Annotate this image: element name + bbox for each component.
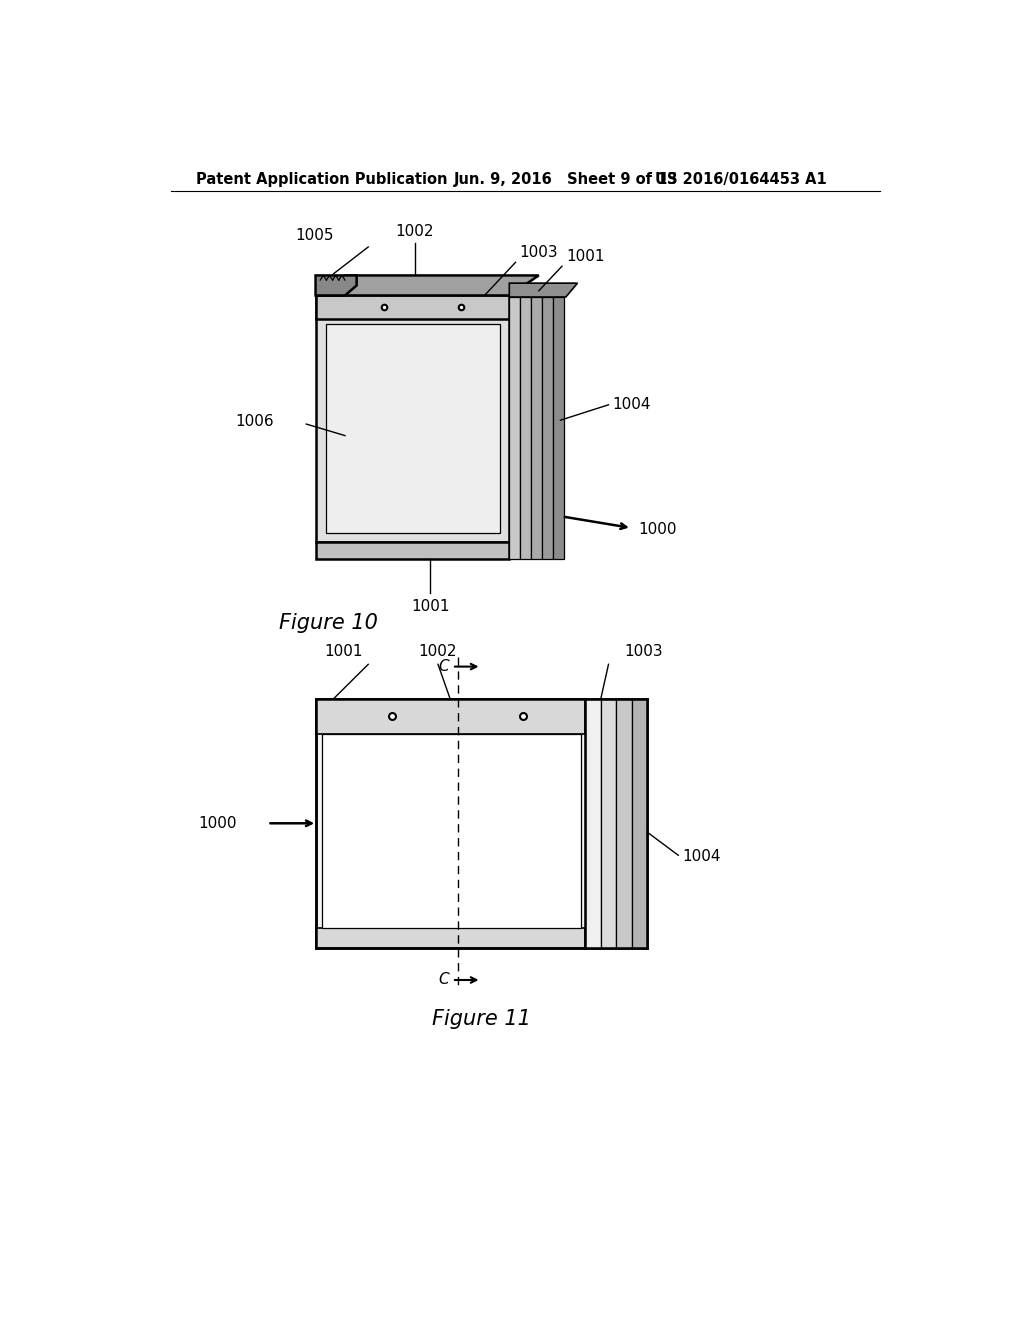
Polygon shape — [509, 284, 578, 297]
Polygon shape — [601, 700, 616, 948]
Polygon shape — [586, 700, 601, 948]
Text: 1000: 1000 — [638, 521, 677, 537]
Polygon shape — [315, 296, 509, 318]
Polygon shape — [315, 276, 539, 296]
Text: 1005: 1005 — [295, 228, 334, 243]
Text: 1001: 1001 — [566, 249, 604, 264]
Polygon shape — [315, 543, 509, 558]
Polygon shape — [315, 700, 647, 948]
Polygon shape — [553, 297, 563, 558]
Text: C: C — [438, 973, 449, 987]
Polygon shape — [315, 928, 586, 948]
Polygon shape — [542, 297, 553, 558]
Polygon shape — [616, 700, 632, 948]
Text: 1003: 1003 — [624, 644, 663, 659]
Text: Jun. 9, 2016   Sheet 9 of 13: Jun. 9, 2016 Sheet 9 of 13 — [454, 173, 678, 187]
Text: 1000: 1000 — [198, 816, 237, 830]
Text: C: C — [438, 659, 449, 675]
Text: 1002: 1002 — [419, 644, 458, 659]
Text: 1004: 1004 — [682, 849, 721, 865]
Polygon shape — [509, 297, 520, 558]
Text: Figure 11: Figure 11 — [432, 1010, 530, 1030]
Text: 1006: 1006 — [236, 414, 273, 429]
Text: 1002: 1002 — [395, 224, 434, 239]
Text: 1003: 1003 — [519, 246, 558, 260]
Polygon shape — [315, 700, 586, 734]
Text: US 2016/0164453 A1: US 2016/0164453 A1 — [655, 173, 826, 187]
Polygon shape — [531, 297, 542, 558]
Text: 1004: 1004 — [612, 397, 651, 412]
Text: 1001: 1001 — [411, 599, 450, 614]
Polygon shape — [322, 734, 582, 928]
Polygon shape — [632, 700, 647, 948]
Text: Patent Application Publication: Patent Application Publication — [197, 173, 447, 187]
Polygon shape — [520, 297, 531, 558]
Text: Figure 10: Figure 10 — [280, 612, 378, 632]
Text: 1001: 1001 — [325, 644, 362, 659]
Polygon shape — [315, 296, 509, 543]
Polygon shape — [326, 323, 500, 533]
Polygon shape — [315, 276, 356, 296]
